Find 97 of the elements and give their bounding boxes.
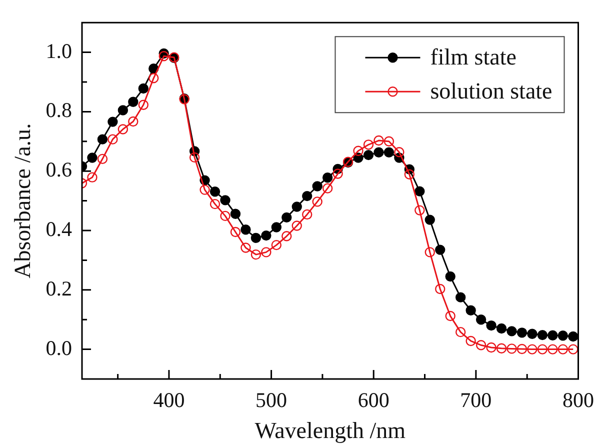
point — [322, 183, 333, 194]
legend-label: film state — [430, 44, 516, 70]
point — [435, 284, 446, 294]
x-axis-title: Wavelength /nm — [254, 418, 406, 443]
point — [230, 208, 241, 219]
point — [118, 105, 128, 116]
point — [292, 220, 302, 231]
point — [466, 336, 476, 346]
point — [424, 214, 435, 225]
point — [230, 226, 241, 238]
point — [404, 169, 415, 180]
point — [302, 190, 312, 202]
point — [445, 310, 456, 322]
point — [353, 146, 364, 156]
point — [108, 134, 118, 144]
point — [394, 146, 404, 158]
point — [384, 147, 394, 158]
point — [445, 271, 456, 282]
point — [486, 342, 496, 353]
point — [158, 51, 169, 62]
point — [476, 314, 486, 325]
point — [128, 96, 138, 107]
point — [466, 305, 476, 316]
point — [87, 152, 98, 163]
x-tick-label: 800 — [562, 388, 594, 412]
point — [302, 209, 312, 220]
point — [312, 181, 322, 192]
point — [200, 184, 210, 195]
point — [282, 212, 292, 223]
y-tick-label: 0.0 — [46, 336, 72, 360]
y-tick-label: 0.6 — [46, 158, 72, 182]
point — [424, 247, 435, 258]
point — [271, 240, 282, 250]
point — [97, 154, 108, 164]
point — [527, 344, 538, 354]
legend-label: solution state — [430, 78, 552, 104]
point — [363, 150, 374, 160]
point — [138, 83, 148, 94]
point — [568, 331, 578, 342]
point — [138, 100, 148, 110]
point — [189, 152, 200, 163]
point — [220, 210, 230, 222]
point — [568, 344, 578, 354]
point — [261, 247, 272, 258]
y-tick-label: 0.8 — [46, 98, 72, 122]
point — [455, 326, 466, 338]
point — [486, 320, 496, 331]
point — [261, 230, 272, 241]
y-tick-label: 0.4 — [46, 217, 72, 242]
point — [87, 172, 98, 182]
point — [374, 135, 384, 146]
point — [332, 168, 343, 179]
point — [363, 140, 374, 150]
point — [384, 136, 394, 146]
point — [148, 73, 159, 84]
point — [271, 222, 282, 232]
point — [292, 202, 302, 212]
y-axis-title: Absorbance /a.u. — [10, 123, 36, 278]
point — [548, 344, 558, 354]
point — [558, 330, 568, 341]
point — [435, 244, 446, 255]
point — [240, 224, 251, 235]
point — [548, 330, 558, 340]
y-tick-label: 0.2 — [46, 276, 72, 300]
point — [558, 344, 568, 354]
point — [374, 147, 384, 158]
point — [128, 116, 138, 127]
point — [476, 340, 486, 350]
point — [210, 186, 220, 197]
point — [506, 326, 517, 336]
point — [455, 292, 466, 302]
x-tick-label: 500 — [256, 388, 288, 412]
point — [537, 344, 548, 354]
point — [312, 196, 322, 207]
point — [108, 116, 118, 127]
point — [496, 323, 507, 334]
x-tick-label: 600 — [358, 388, 390, 412]
point — [240, 242, 251, 253]
y-tick-label: 1.0 — [46, 38, 72, 63]
point — [516, 344, 528, 354]
point — [118, 124, 128, 134]
point — [527, 328, 538, 339]
point — [414, 186, 425, 196]
point — [97, 134, 108, 144]
point — [250, 249, 262, 260]
point — [220, 195, 230, 206]
x-tick-label: 400 — [153, 388, 185, 412]
point — [414, 205, 425, 216]
point — [282, 231, 292, 242]
point — [210, 198, 220, 210]
point — [516, 328, 528, 338]
point — [506, 344, 517, 354]
point — [322, 172, 333, 183]
point — [250, 232, 262, 244]
point — [496, 343, 507, 354]
x-tick-label: 700 — [460, 388, 492, 412]
point — [537, 330, 548, 340]
